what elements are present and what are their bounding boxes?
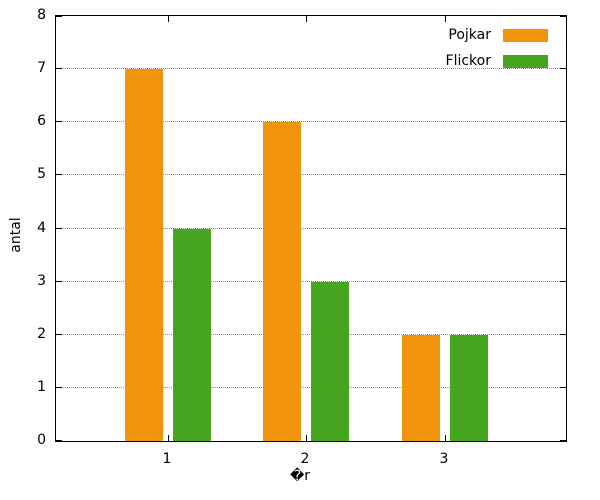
x-tick-label: 1: [162, 451, 172, 467]
y-tick-label: 3: [37, 272, 46, 289]
legend: Pojkar Flickor: [446, 22, 548, 74]
y-tick-mark: [56, 386, 62, 388]
y-tick-label: 0: [37, 432, 46, 448]
y-tick-mark: [560, 386, 566, 388]
legend-item-flickor: Flickor: [446, 48, 548, 74]
x-tick-mark: [445, 16, 446, 22]
plot-area: Pojkar Flickor: [55, 15, 567, 442]
y-tick-mark: [56, 280, 62, 282]
bar-pojkar-cat2: [263, 122, 301, 441]
y-tick-mark: [560, 121, 566, 123]
y-tick-mark: [560, 280, 566, 282]
y-tick-label: 5: [37, 166, 46, 183]
x-tick-mark: [306, 16, 307, 22]
legend-label-flickor: Flickor: [445, 53, 491, 69]
y-tick-mark: [56, 333, 62, 335]
x-tick-mark: [168, 16, 169, 22]
y-tick-mark: [560, 68, 566, 70]
y-tick-mark: [56, 440, 62, 441]
x-tick-label: 3: [439, 451, 449, 467]
x-tick-mark: [445, 435, 446, 441]
gridline: [56, 121, 566, 123]
bar-flickor-cat1: [173, 228, 211, 441]
y-tick-label: 6: [37, 113, 46, 130]
x-axis-label: �r: [289, 468, 311, 484]
bar-flickor-cat2: [311, 281, 349, 441]
y-tick-mark: [56, 121, 62, 123]
gridline: [56, 174, 566, 176]
y-tick-mark: [56, 68, 62, 70]
y-tick-label: 2: [37, 325, 46, 342]
gridline: [56, 280, 566, 282]
gridline: [56, 227, 566, 229]
x-tick-label: 2: [300, 451, 310, 467]
y-tick-mark: [56, 174, 62, 176]
legend-swatch-pojkar: [503, 28, 548, 42]
y-tick-label: 7: [37, 60, 46, 77]
y-tick-label: 1: [37, 378, 46, 395]
y-tick-mark: [560, 174, 566, 176]
y-tick-mark: [560, 333, 566, 335]
y-tick-mark: [560, 16, 566, 17]
bar-flickor-cat3: [450, 334, 488, 441]
gridline: [56, 68, 566, 70]
y-tick-label: 8: [37, 7, 46, 23]
x-tick-mark: [168, 435, 169, 441]
y-tick-label: 4: [37, 219, 46, 236]
y-tick-mark: [56, 16, 62, 17]
bar-pojkar-cat1: [125, 69, 163, 441]
bar-pojkar-cat3: [402, 334, 440, 441]
x-tick-mark: [306, 435, 307, 441]
legend-label-pojkar: Pojkar: [448, 27, 491, 43]
y-tick-mark: [560, 227, 566, 229]
legend-item-pojkar: Pojkar: [446, 22, 548, 48]
y-tick-mark: [56, 227, 62, 229]
legend-swatch-flickor: [503, 54, 548, 68]
y-tick-mark: [560, 440, 566, 441]
